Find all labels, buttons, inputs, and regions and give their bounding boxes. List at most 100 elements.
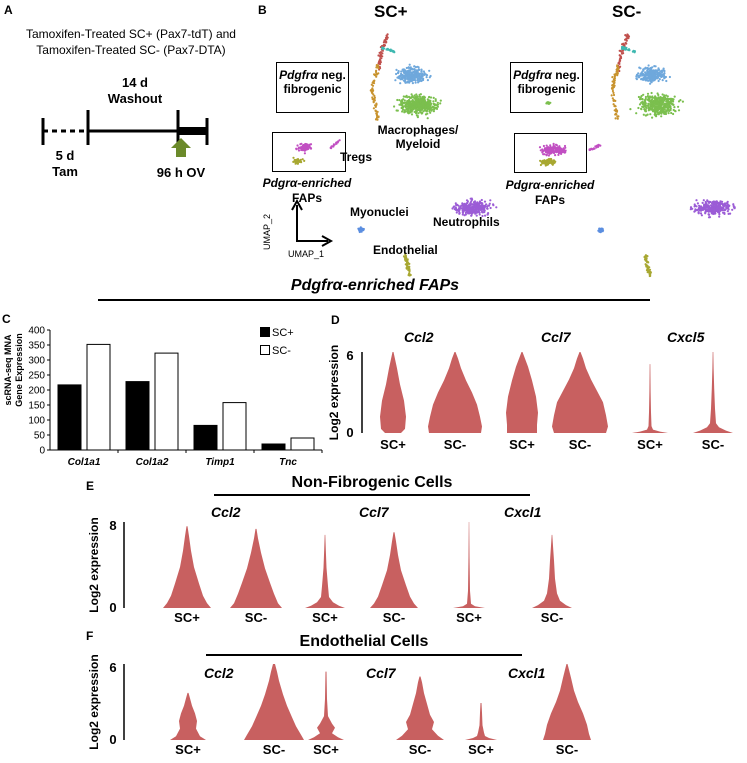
umap-cluster-blue-sc-minus: [635, 64, 672, 85]
faps-label-left-line1: Pdgrα-enriched: [262, 176, 352, 190]
umap-cluster-myonuclei-sc-plus: [357, 226, 365, 234]
violin-f-3: [308, 671, 344, 740]
violin-e-3: [305, 534, 345, 608]
umap-cluster-endothelial-sc-plus: [402, 253, 412, 277]
umap-faps-magenta-sc-plus: [295, 142, 313, 155]
umap-cluster-myeloid-sc-minus: [629, 91, 685, 119]
faps-label-left-line2: FAPs: [291, 191, 322, 205]
umap-faps-magenta-sc-minus: [538, 142, 567, 157]
umap-cluster-myeloid-sc-plus: [393, 93, 442, 120]
bar-scminus-timp1: [222, 402, 247, 451]
violin-d-2: [428, 352, 482, 433]
panel-a-title-line2: Tamoxifen-Treated SC- (Pax7-DTA): [36, 43, 226, 57]
e-section-rule: [214, 494, 530, 496]
f-gene-ccl2: Ccl2: [204, 665, 234, 681]
neg-fibrogenic-box-right: [510, 62, 583, 113]
umap-cluster-myonuclei-sc-minus: [597, 227, 605, 234]
bar-scminus-tnc: [290, 437, 315, 451]
f-gene-cxcl1: Cxcl1: [508, 665, 546, 681]
umap-cluster-orange-sc-plus: [369, 64, 380, 121]
bar-category-label: Col1a1: [68, 457, 101, 468]
bar-ytick-label: 350: [28, 341, 45, 352]
violin-e-group-label: SC+: [312, 610, 338, 625]
tam-label: Tam: [52, 164, 78, 179]
faps-section-rule: [98, 299, 650, 301]
faps-box-right: [514, 133, 587, 173]
panel-a-title-line1: Tamoxifen-Treated SC+ (Pax7-tdT) and: [26, 27, 236, 41]
e-gene-cxcl1: Cxcl1: [504, 504, 542, 520]
d-gene-ccl2: Ccl2: [404, 329, 434, 345]
bar-ytick-label: 100: [28, 416, 45, 427]
violin-panel-f: 0 6 Log2 expression SC+ SC- SC+ SC- SC+ SC-: [87, 654, 591, 757]
umap-faps-olive-sc-minus: [539, 157, 557, 167]
bar-ytick-label: 50: [34, 431, 46, 442]
neg-fibrogenic-label-right: Pdgfrα neg. fibrogenic: [513, 68, 580, 96]
bar-scplus-col1a1: [57, 384, 82, 451]
panel-letter-e: E: [86, 479, 95, 493]
ov-arrow-icon: [171, 138, 191, 157]
violin-f-group-label: SC+: [175, 742, 201, 757]
violin-f-ytick-max: 6: [109, 660, 116, 675]
bar-ytick-label: 250: [28, 371, 45, 382]
legend-sc-minus-swatch: [260, 345, 270, 355]
myonuclei-label: Myonuclei: [350, 205, 409, 219]
violin-f-4: [396, 676, 444, 740]
violin-d-3: [506, 352, 538, 433]
violin-f-5: [465, 703, 497, 740]
violin-f-ytick-min: 0: [109, 732, 116, 747]
f-section-title: Endothelial Cells: [299, 633, 429, 650]
violin-d-group-label: SC+: [637, 437, 663, 452]
umap-negfib-sc-minus: [545, 101, 552, 105]
bar-scplus-timp1: [193, 424, 218, 451]
faps-box-left: [272, 132, 346, 172]
violin-e-group-label: SC-: [383, 610, 405, 625]
e-section-title: Non-Fibrogenic Cells: [291, 474, 453, 491]
violin-f-2: [244, 664, 304, 740]
umap-tregs-sc-plus: [329, 139, 341, 150]
umap-sc-minus-title: SC-: [612, 2, 642, 21]
neg-fibrogenic-box-left: [276, 62, 349, 113]
tam-days: 5 d: [55, 148, 75, 163]
violin-d-group-label: SC-: [444, 437, 466, 452]
violin-e-ylabel: Log2 expression: [87, 517, 101, 612]
violin-d-ytick-max: 6: [346, 348, 353, 363]
violin-d-6: [693, 352, 733, 433]
bar-scminus-col1a1: [86, 343, 111, 451]
violin-f-ylabel: Log2 expression: [87, 654, 101, 749]
umap-cluster-teal-sc-plus: [381, 46, 396, 54]
violin-d-ylabel: Log2 expression: [327, 345, 341, 440]
f-section-rule: [206, 654, 522, 656]
bar-ytick-label: 300: [28, 356, 45, 367]
umap-cluster-neutrophils-sc-minus: [689, 199, 736, 219]
violin-d-group-label: SC-: [702, 437, 724, 452]
umap-cluster-blue-sc-plus: [394, 63, 432, 85]
e-gene-ccl2: Ccl2: [211, 504, 241, 520]
washout-days: 14 d: [121, 75, 148, 90]
violin-d-group-label: SC+: [380, 437, 406, 452]
umap-tregs-sc-minus: [588, 143, 602, 152]
ov-label: 96 h OV: [156, 165, 206, 180]
violin-d-group-label: SC-: [569, 437, 591, 452]
violin-f-group-label: SC+: [468, 742, 494, 757]
violin-f-group-label: SC-: [263, 742, 285, 757]
violin-d-ytick-min: 0: [346, 425, 353, 440]
bar-ytick-label: 200: [28, 386, 45, 397]
washout-label: Washout: [107, 91, 163, 106]
endothelial-label: Endothelial: [373, 243, 438, 257]
bar-category-label: Col1a2: [136, 457, 169, 468]
violin-d-1: [380, 352, 406, 433]
violin-panel-d: 0 6 Log2 expression SC+ SC- SC+ SC- SC+ SC-: [327, 345, 733, 452]
neutrophils-label: Neutrophils: [433, 215, 500, 229]
violin-e-ytick-max: 8: [109, 518, 116, 533]
violin-f-group-label: SC-: [556, 742, 578, 757]
bar-category-label: Timp1: [205, 457, 235, 468]
d-gene-cxcl5: Cxcl5: [667, 329, 705, 345]
bar-scplus-tnc: [261, 443, 286, 451]
violin-e-5: [453, 522, 485, 608]
bar-scminus-col1a2: [154, 352, 179, 451]
legend-sc-plus-swatch: [260, 327, 270, 337]
violin-e-4: [370, 532, 418, 608]
